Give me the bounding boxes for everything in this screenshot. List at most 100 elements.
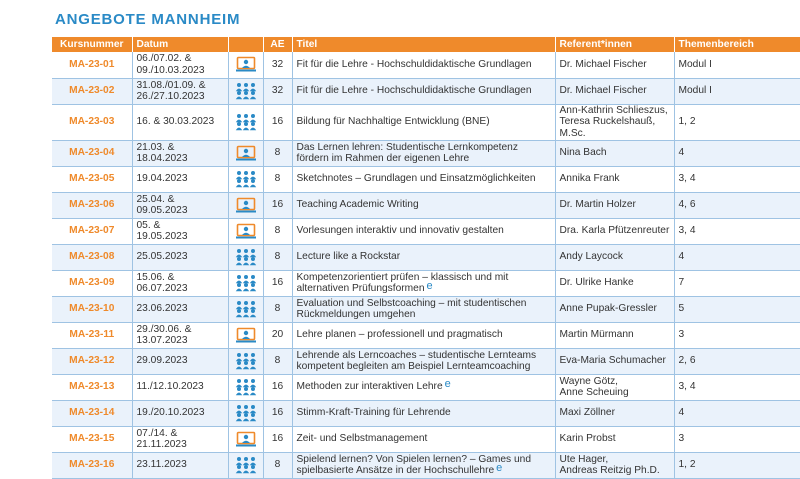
ae-cell: 16 <box>263 400 293 427</box>
theme-cell: Modul I <box>674 78 800 105</box>
format-cell <box>228 400 264 427</box>
column-header-themenbereich: Themenbereich <box>674 37 800 52</box>
title-line: Kompetenzorientiert prüfen – klassisch u… <box>296 271 509 283</box>
title-line: kompetent begleiten am Beispiel Lernteam… <box>296 361 531 372</box>
date-line: 23.06.2023 <box>136 303 188 315</box>
table-row: MA-23-01 06./07.02. & 09./10.03.2023 32 Fit … <box>52 52 800 79</box>
referent-line: Dr. Michael Fischer <box>559 85 647 97</box>
format-cell <box>228 244 264 271</box>
title-cell: Lecture like a Rockstar <box>292 244 556 271</box>
date-line: 15.06. & <box>136 271 175 283</box>
referent-cell: Dr. Michael Fischer <box>555 78 675 105</box>
table-row: MA-23-13 11./12.10.2023 16 Methoden zur int… <box>52 374 800 401</box>
format-cell <box>228 270 264 297</box>
ae-cell: 16 <box>263 192 293 219</box>
referent-line: Andreas Reitzig Ph.D. <box>559 465 660 476</box>
referent-cell: Martin Mürmann <box>555 322 675 349</box>
group-people-icon <box>229 456 263 474</box>
table-row: MA-23-11 29./30.06. & 13.07.2023 20 Lehre pl… <box>52 322 800 349</box>
theme-cell: Modul I <box>674 52 800 79</box>
title-line: Zeit- und Selbstmanagement <box>296 433 428 445</box>
referent-line: M.Sc. <box>559 127 586 139</box>
referent-line: Maxi Zöllner <box>559 407 615 419</box>
title-line: Fit für die Lehre - Hochschuldidaktische… <box>296 59 532 70</box>
online-presenter-icon <box>229 223 263 240</box>
theme-cell: 4, 6 <box>674 192 800 219</box>
date-cell: 07./14. & 21.11.2023 <box>132 426 229 453</box>
referent-cell: Wayne Götz, Anne Scheuing <box>555 374 675 401</box>
date-line: 23.11.2023 <box>136 459 187 471</box>
group-people-icon <box>229 404 263 422</box>
theme-cell: 3 <box>674 322 800 349</box>
format-cell <box>228 452 264 479</box>
column-header-ae: AE <box>263 37 293 52</box>
title-cell: Methoden zur interaktiven Lehre e <box>292 374 556 401</box>
date-cell: 29.09.2023 <box>132 348 229 375</box>
date-line: 25.05.2023 <box>136 251 188 263</box>
course-number-cell: MA-23-06 <box>52 192 133 219</box>
table-row: MA-23-03 16. & 30.03.2023 16 Bildung für Na… <box>52 104 800 141</box>
date-cell: 23.11.2023 <box>132 452 229 479</box>
course-number-cell: MA-23-14 <box>52 400 133 427</box>
date-cell: 25.05.2023 <box>132 244 229 271</box>
title-line: fördern im Rahmen der eigenen Lehre <box>296 153 470 164</box>
group-people-icon <box>229 248 263 266</box>
date-line: 13.07.2023 <box>136 335 188 346</box>
title-cell: Das Lernen lehren: Studentische Lernkomp… <box>292 140 556 167</box>
course-number-cell: MA-23-04 <box>52 140 133 167</box>
ae-cell: 8 <box>263 452 293 479</box>
group-people-icon <box>229 300 263 318</box>
theme-cell: 1, 2 <box>674 104 800 141</box>
title-line: Teaching Academic Writing <box>296 199 419 211</box>
theme-cell: 2, 6 <box>674 348 800 375</box>
title-cell: Bildung für Nachhaltige Entwicklung (BNE… <box>292 104 556 141</box>
referent-cell: Eva-Maria Schumacher <box>555 348 675 375</box>
format-cell <box>228 218 264 245</box>
referent-cell: Karin Probst <box>555 426 675 453</box>
course-number-cell: MA-23-12 <box>52 348 133 375</box>
date-cell: 15.06. & 06.07.2023 <box>132 270 229 297</box>
date-cell: 29./30.06. & 13.07.2023 <box>132 322 229 349</box>
referent-line: Anne Scheuing <box>559 387 629 398</box>
date-line: 11./12.10.2023 <box>136 381 204 393</box>
theme-cell: 3 <box>674 426 800 453</box>
online-presenter-icon <box>229 197 263 214</box>
date-cell: 31.08./01.09. & 26./27.10.2023 <box>132 78 229 105</box>
column-header-titel: Titel <box>292 37 556 52</box>
format-cell <box>228 348 264 375</box>
referent-cell: Ann-Kathrin Schlieszus, Teresa Ruckelshau… <box>555 104 675 141</box>
referent-line: Dr. Michael Fischer <box>559 59 647 70</box>
title-cell: Spielend lernen? Von Spielen lernen? – G… <box>292 452 556 479</box>
date-line: 25.04. & <box>136 193 175 205</box>
format-cell <box>228 426 264 453</box>
theme-cell: 5 <box>674 296 800 323</box>
date-line: 31.08./01.09. & <box>136 79 206 91</box>
page-title: ANGEBOTE MANNHEIM <box>55 11 241 28</box>
title-line: spielbasierte Ansätze in der Hochschulle… <box>296 465 495 476</box>
online-presenter-icon <box>229 145 263 162</box>
ae-cell: 32 <box>263 78 293 105</box>
referent-cell: Anne Pupak-Gressler <box>555 296 675 323</box>
referent-cell: Dr. Ulrike Hanke <box>555 270 675 297</box>
online-presenter-icon <box>229 56 263 73</box>
title-cell: Teaching Academic Writing <box>292 192 556 219</box>
ae-cell: 16 <box>263 426 293 453</box>
online-presenter-icon <box>229 327 263 344</box>
title-line: Evaluation und Selbstcoaching – mit stud… <box>296 297 527 309</box>
date-cell: 19./20.10.2023 <box>132 400 229 427</box>
course-number-cell: MA-23-13 <box>52 374 133 401</box>
table-row: MA-23-09 15.06. & 06.07.2023 16 Kompetenzori… <box>52 270 800 297</box>
date-line: 05. & <box>136 219 161 231</box>
date-cell: 06./07.02. & 09./10.03.2023 <box>132 52 229 79</box>
ae-cell: 32 <box>263 52 293 79</box>
referent-cell: Dr. Michael Fischer <box>555 52 675 79</box>
format-cell <box>228 140 264 167</box>
referent-cell: Maxi Zöllner <box>555 400 675 427</box>
format-cell <box>228 166 264 193</box>
course-number-cell: MA-23-08 <box>52 244 133 271</box>
group-people-icon <box>229 170 263 188</box>
title-cell: Evaluation und Selbstcoaching – mit stud… <box>292 296 556 323</box>
online-presenter-icon <box>229 431 263 448</box>
title-line: Bildung für Nachhaltige Entwicklung (BNE… <box>296 116 490 128</box>
referent-line: Andy Laycock <box>559 251 623 263</box>
